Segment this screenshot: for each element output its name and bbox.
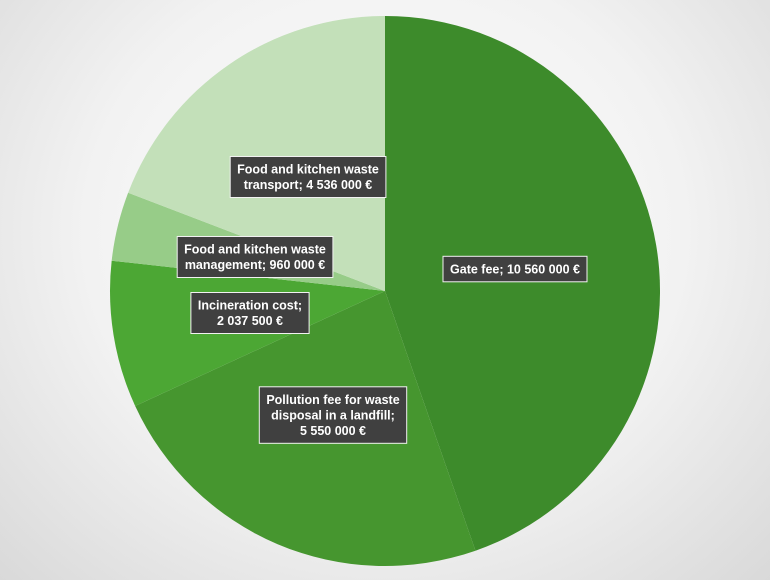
data-label: Food and kitchen waste transport; 4 536 0… xyxy=(229,156,387,198)
data-label-line: 5 550 000 € xyxy=(300,424,366,438)
data-label-line: transport; 4 536 000 € xyxy=(244,178,373,192)
data-label-line: Pollution fee for waste xyxy=(266,393,399,407)
data-label-text: Pollution fee for waste disposal in a lan… xyxy=(266,393,399,438)
data-label: Food and kitchen waste management; 960 00… xyxy=(176,236,334,278)
data-label-box xyxy=(190,292,310,334)
pie-slices xyxy=(109,16,661,567)
data-label-box xyxy=(442,255,588,283)
data-label-line: Gate fee; 10 560 000 € xyxy=(450,262,580,276)
data-label-line: Food and kitchen waste xyxy=(237,163,379,177)
data-label-text: Food and kitchen waste transport; 4 536 0… xyxy=(237,163,379,193)
data-label: Incineration cost; 2 037 500 € xyxy=(190,292,310,334)
data-label-line: 2 037 500 € xyxy=(217,314,283,328)
data-label-line: Food and kitchen waste xyxy=(184,243,326,257)
data-labels: Gate fee; 10 560 000 € Pollution fee for … xyxy=(176,156,588,444)
data-label-text: Gate fee; 10 560 000 € xyxy=(450,262,580,276)
data-label: Gate fee; 10 560 000 € xyxy=(442,255,588,283)
data-label-box xyxy=(258,386,408,444)
data-label-box xyxy=(229,156,387,198)
data-label-box xyxy=(176,236,334,278)
data-label-line: disposal in a landfill; xyxy=(271,408,395,422)
data-label-line: management; 960 000 € xyxy=(185,258,325,272)
pie-slice xyxy=(128,16,385,291)
data-label-text: Incineration cost; 2 037 500 € xyxy=(198,299,302,329)
pie-slice xyxy=(385,16,661,551)
data-label-line: Incineration cost; xyxy=(198,299,302,313)
data-label-text: Food and kitchen waste management; 960 00… xyxy=(184,243,326,273)
data-label: Pollution fee for waste disposal in a lan… xyxy=(258,386,408,444)
